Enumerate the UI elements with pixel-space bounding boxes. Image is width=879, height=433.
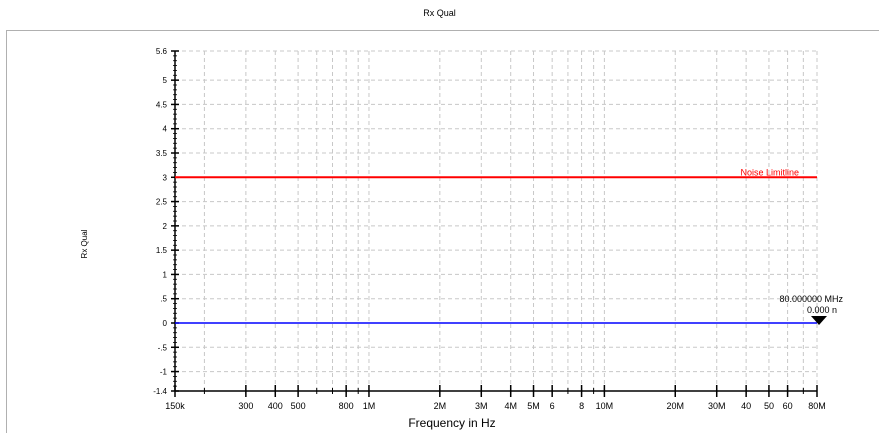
marker-value-label: 0.000 n [807,305,837,315]
x-tick-label: 10M [596,401,614,411]
series-layer: Noise Limitline [175,167,817,324]
ticks-layer: -1.4 -1 -.5 0 .5 1 1.5 2 2.5 3 3.5 4 4.5 5 5.6 150k 300 4… [153,47,826,411]
x-tick-label: 1M [363,401,376,411]
x-tick-label: 20M [667,401,685,411]
y-tick-label: 4 [163,125,168,134]
y-tick-label: 3.5 [156,149,168,158]
y-tick-label: 4.5 [156,100,168,109]
y-tick-label: -.5 [158,343,168,352]
y-tick-label: -1 [160,368,168,377]
x-tick-label: 6 [550,401,555,411]
chart-plot: -1.4 -1 -.5 0 .5 1 1.5 2 2.5 3 3.5 4 4.5 5 5.6 150k 300 4… [80,47,843,430]
x-tick-label: 5M [527,401,540,411]
x-tick-label: 2M [434,401,447,411]
x-tick-label: 800 [339,401,354,411]
y-tick-label: 1.5 [156,246,168,255]
y-tick-label: 5.6 [156,47,168,56]
x-axis-label: Frequency in Hz [408,416,495,430]
axes-layer [174,51,817,392]
x-tick-label: 80M [808,401,826,411]
y-tick-label: 5 [163,76,168,85]
x-tick-label: 300 [238,401,253,411]
y-tick-label: 0 [163,319,168,328]
y-tick-label: .5 [160,295,167,304]
x-tick-label: 4M [504,401,517,411]
x-tick-label: 50 [764,401,774,411]
y-tick-label: 2 [163,222,168,231]
chart-title: Rx Qual [423,8,456,18]
x-tick-label: 8 [579,401,584,411]
x-tick-label: 3M [475,401,488,411]
grid-layer [175,50,818,392]
chart-panel: -1.4 -1 -.5 0 .5 1 1.5 2 2.5 3 3.5 4 4.5 5 5.6 150k 300 4… [6,30,879,433]
marker-frequency-label: 80.000000 MHz [779,294,843,304]
y-tick-label: -1.4 [153,387,167,396]
y-axis-label: Rx Qual [80,229,89,258]
y-tick-label: 3 [163,173,168,182]
x-tick-label: 150k [165,401,185,411]
x-tick-label: 60 [783,401,793,411]
x-tick-label: 400 [268,401,283,411]
x-tick-label: 40 [741,401,751,411]
y-tick-label: 2.5 [156,198,168,207]
limit-line-label: Noise Limitline [740,167,799,177]
marker-triangle-icon [811,316,827,325]
y-tick-label: 1 [163,270,168,279]
x-tick-label: 500 [291,401,306,411]
x-tick-label: 30M [708,401,726,411]
